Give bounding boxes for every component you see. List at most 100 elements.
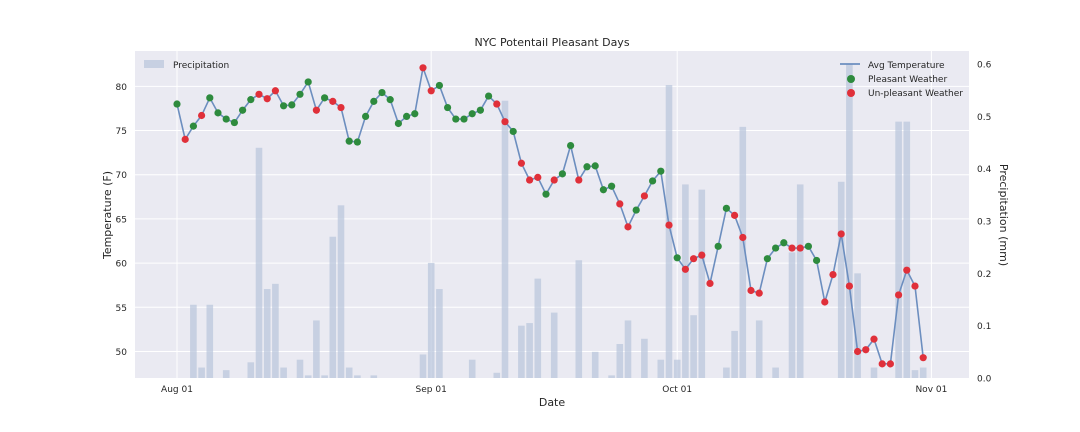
legend-avg-temperature-label: Avg Temperature [868,61,945,71]
precipitation-bar [673,359,681,378]
pleasant-point [403,112,411,120]
precipitation-bar [255,147,263,378]
y-tick-label: 65 [116,215,127,225]
pleasant-point [444,103,452,112]
pleasant-point [386,96,394,104]
precipitation-bar [895,121,902,378]
y-tick-label: 80 [116,83,128,93]
unpleasant-point [747,286,755,295]
pleasant-point [222,115,230,123]
pleasant-point [460,115,468,123]
precipitation-bar [731,330,738,378]
precipitation-bar [296,359,304,378]
pleasant-point [763,255,772,263]
precipitation-bar [919,367,927,378]
pleasant-point [804,242,813,250]
pleasant-point [435,81,443,90]
unpleasant-point [821,298,829,306]
unpleasant-point [329,97,337,105]
precipitation-bar [870,367,878,378]
precipitation-bar [616,343,624,378]
y2-tick-label: 0.6 [977,61,992,71]
pleasant-point [321,94,329,102]
pleasant-point [476,106,484,114]
precipitation-bar [313,320,320,378]
precipitation-bar [526,323,533,378]
unpleasant-point [731,211,739,219]
precipitation-bar [190,304,197,378]
precipitation-bar [723,367,730,378]
pleasant-point [304,78,312,86]
unpleasant-point [419,64,427,72]
y2-tick-label: 0.3 [977,218,991,228]
pleasant-point [558,170,567,178]
unpleasant-point [862,346,870,354]
pleasant-point [509,127,517,136]
pleasant-point [673,254,681,262]
chart-title: NYC Potentail Pleasant Days [474,36,629,49]
precipitation-bar [436,289,443,378]
pleasant-point [288,101,296,109]
unpleasant-point [198,111,206,120]
precipitation-bar [206,304,214,378]
unpleasant-point [427,87,435,95]
precipitation-bar [591,351,599,378]
precipitation-bar [903,121,911,378]
unpleasant-point [854,347,862,356]
precipitation-bar [222,370,230,378]
pleasant-point [714,242,722,250]
unpleasant-point [181,135,189,143]
unpleasant-point [517,159,526,167]
precipitation-bar [354,375,361,378]
precipitation-bar [534,278,542,378]
y-tick-label: 75 [116,127,127,137]
precipitation-bar [690,315,697,378]
y2-tick-label: 0.0 [977,375,992,385]
precipitation-bar [772,367,779,378]
precipitation-bar [501,100,509,378]
pleasant-point [394,119,402,128]
y2-tick-label: 0.1 [977,322,991,332]
precipitation-bar [837,181,845,378]
precipitation-bars [190,64,927,379]
pleasant-point [542,190,550,198]
unpleasant-point [755,289,763,297]
precipitation-bar [698,189,706,378]
precipitation-bar [755,320,763,378]
legend-pleasant-label: Pleasant Weather [868,75,947,85]
pleasant-point [591,162,599,170]
pleasant-point [247,96,255,104]
pleasant-point [362,112,370,120]
unpleasant-point [796,244,804,252]
unpleasant-point [706,279,714,288]
legend-unpleasant-label: Un-pleasant Weather [868,89,963,99]
precipitation-bar [427,262,435,378]
precipitation-bar [272,283,279,378]
unpleasant-point [493,100,501,108]
precipitation-bar [575,260,583,378]
y2-tick-label: 0.5 [977,113,991,123]
unpleasant-point [919,354,927,362]
precipitation-bar [337,205,345,378]
unpleasant-point [575,176,583,184]
precipitation-bar [263,289,271,378]
precipitation-bar [665,85,673,379]
precipitation-bar [329,236,337,378]
pleasant-point [583,163,591,171]
y-tick-label: 50 [116,348,128,358]
precipitation-bar [321,375,328,378]
weather-points [173,64,927,368]
pleasant-point [608,182,616,190]
pleasant-point [370,97,378,105]
pleasant-point [649,177,657,185]
unpleasant-point [878,360,886,368]
precipitation-bar [304,375,312,378]
unpleasant-point [337,103,345,112]
unpleasant-point [903,266,911,274]
precipitation-bar [796,184,804,378]
legend-left: Precipitation [144,60,229,71]
precipitation-bar [854,273,861,378]
pleasant-point [280,102,288,110]
pleasant-point [485,92,493,100]
